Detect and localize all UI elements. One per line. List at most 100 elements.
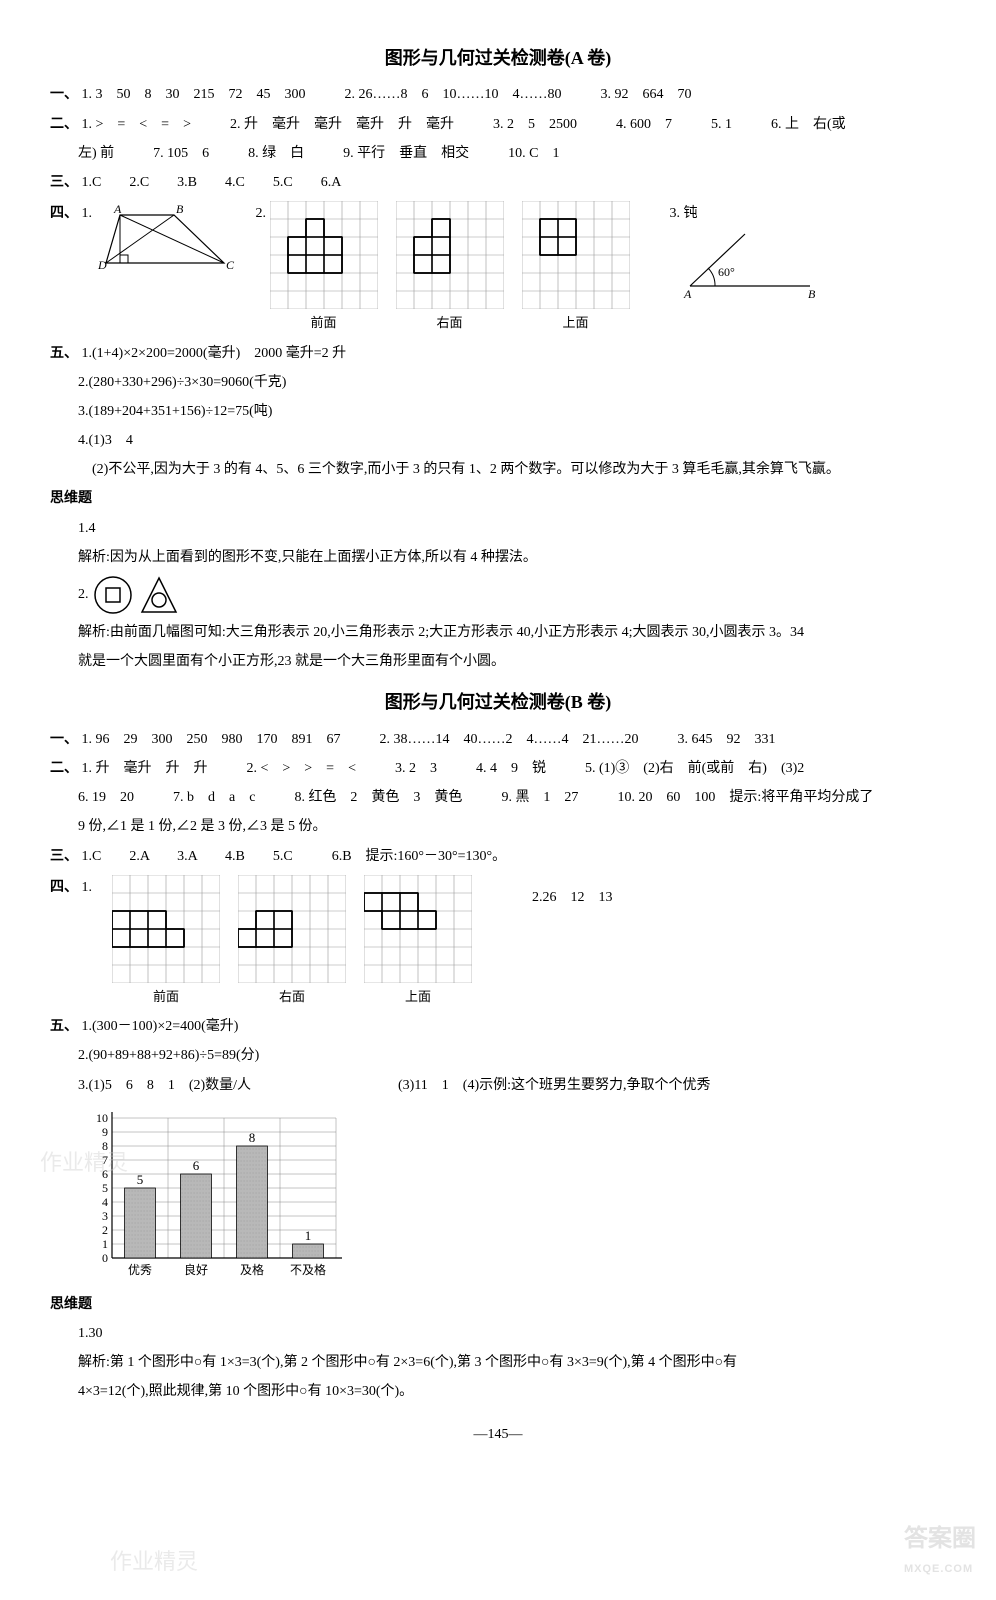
b-s2-q3-v: 2 3	[409, 761, 437, 776]
svg-text:及格: 及格	[240, 1262, 264, 1277]
a-s2-q7-label: 7.	[153, 146, 164, 161]
b-s5-label: 五、	[50, 1019, 78, 1034]
a-s5-label: 五、	[50, 346, 78, 361]
svg-text:3: 3	[102, 1209, 108, 1223]
a-s2-q1-label: 1.	[82, 117, 93, 132]
a-think-q1exp: 解析:因为从上面看到的图形不变,只能在上面摆小正方体,所以有 4 种摆法。	[50, 545, 946, 570]
b-s2-q9-v: 黑 1 27	[515, 790, 578, 805]
a-s2-q4-label: 4.	[616, 117, 627, 132]
b-s5-bar-chart: 0123456789105优秀6良好8及格1不及格	[78, 1098, 358, 1288]
a-s2-q10-v: C 1	[529, 146, 559, 161]
b-s2-q2-label: 2.	[247, 761, 258, 776]
a-s1-q1-label: 1.	[82, 87, 93, 102]
a-think-q2: 2.	[50, 574, 946, 616]
a-s2-q10-label: 10.	[508, 146, 526, 161]
b-s5-q1-text: 1.(300－100)×2=400(毫升)	[82, 1019, 239, 1034]
b-s1-q2-label: 2.	[380, 732, 391, 747]
a-s1-q1-v: 3 50 8 30 215 72 45 300	[96, 87, 306, 102]
b-s2-q5-text: (1)③ (2)右 前(或前 右) (3)2	[599, 761, 804, 776]
b-s4-label: 四、	[50, 880, 78, 895]
page-number: —145—	[50, 1422, 946, 1447]
svg-text:不及格: 不及格	[290, 1262, 326, 1277]
a-s2-line2: 左) 前 7. 105 6 8. 绿 白 9. 平行 垂直 相交 10. C 1	[50, 141, 946, 166]
b-s2-q10-label: 10.	[617, 790, 635, 805]
svg-text:9: 9	[102, 1125, 108, 1139]
a-s5-q4b: (2)不公平,因为大于 3 的有 4、5、6 三个数字,而小于 3 的只有 1、…	[50, 457, 946, 482]
a-s1-q2-label: 2.	[345, 87, 356, 102]
b-s1-label: 一、	[50, 732, 78, 747]
a-s5-q4a: 4.(1)3 4	[50, 428, 946, 453]
b-s3: 三、 1.C 2.A 3.A 4.B 5.C 6.B 提示:160°－30°=1…	[50, 844, 946, 869]
test-b-title: 图形与几何过关检测卷(B 卷)	[50, 686, 946, 718]
a-s1-label: 一、	[50, 87, 78, 102]
a-s4-q1-label: 1.	[82, 206, 93, 221]
a-s4-cap-front: 前面	[270, 311, 378, 334]
b-s2-q3-label: 3.	[395, 761, 406, 776]
b-s4-cap-right: 右面	[238, 985, 346, 1008]
b-s1: 一、 1. 96 29 300 250 980 170 891 67 2. 38…	[50, 727, 946, 752]
a-think-q2exp1: 解析:由前面几幅图可知:大三角形表示 20,小三角形表示 2;大正方形表示 40…	[50, 620, 946, 645]
a-s4-grid-top: 上面	[522, 201, 630, 334]
b-s2-q2-v: < > > = <	[261, 761, 356, 776]
a-s4-angle-diagram: 60° A B	[670, 226, 820, 301]
a-s2-q7-v: 105 6	[167, 146, 209, 161]
svg-text:4: 4	[102, 1195, 108, 1209]
a-think-q2exp2: 就是一个大圆里面有个小正方形,23 就是一个大三角形里面有个小圆。	[50, 649, 946, 674]
a-s2-q9-label: 9.	[343, 146, 354, 161]
a-s1-q3-v: 92 664 70	[615, 87, 692, 102]
b-s2-line2: 6. 19 20 7. b d a c 8. 红色 2 黄色 3 黄色 9. 黑…	[50, 785, 946, 810]
b-s1-q3-v: 645 92 331	[692, 732, 776, 747]
b-s2-q1-label: 1.	[82, 761, 93, 776]
watermark-2: 作业精灵	[110, 1542, 198, 1582]
b-s2-q6-label: 6.	[78, 790, 89, 805]
b-think-q1: 1.30	[50, 1321, 946, 1346]
b-s2-line1: 二、 1. 升 毫升 升 升 2. < > > = < 3. 2 3 4. 4 …	[50, 756, 946, 781]
b-s2-q4-v: 4 9 锐	[490, 761, 546, 776]
b-s4-grid-right: 右面	[238, 875, 346, 1008]
svg-text:0: 0	[102, 1251, 108, 1265]
b-s3-items: 1.C 2.A 3.A 4.B 5.C	[82, 849, 293, 864]
b-s4-grid-top: 上面	[364, 875, 472, 1008]
b-s3-label: 三、	[50, 849, 78, 864]
a-s1-q2-v: 26……8 6 10……10 4……80	[359, 87, 562, 102]
b-s2-q8-text: 红色 2 黄色 3 黄色	[308, 790, 462, 805]
b-s2-q8-label: 8.	[294, 790, 305, 805]
test-a-title: 图形与几何过关检测卷(A 卷)	[50, 42, 946, 74]
a-s4-q3-label: 3.	[670, 206, 681, 221]
svg-text:良好: 良好	[184, 1262, 208, 1277]
b-s4-q1-label: 1.	[82, 880, 93, 895]
b-s5-q3a: 3.(1)5 6 8 1 (2)数量/人	[78, 1073, 358, 1098]
a-s2-q5-label: 5.	[711, 117, 722, 132]
a-s2-q3-label: 3.	[493, 117, 504, 132]
a-s4-q2-label: 2.	[256, 206, 267, 221]
b-s5-q3: 3.(1)5 6 8 1 (2)数量/人 0123456789105优秀6良好8…	[50, 1073, 946, 1288]
a-s2-q6b: 左) 前	[78, 146, 114, 161]
a-s2-q3-v: 2 5 2500	[507, 117, 577, 132]
a-s2-label: 二、	[50, 117, 78, 132]
b-s3-q6: 6.B 提示:160°－30°=130°。	[332, 849, 506, 864]
a-s3-label: 三、	[50, 175, 78, 190]
b-s4-grid-front: 前面	[112, 875, 220, 1008]
svg-text:C: C	[226, 258, 235, 272]
a-s4-cap-right: 右面	[396, 311, 504, 334]
b-s2-q1-v: 升 毫升 升 升	[96, 761, 208, 776]
a-s2-q2-label: 2.	[230, 117, 241, 132]
svg-text:2: 2	[102, 1223, 108, 1237]
a-s5-q1-text: 1.(1+4)×2×200=2000(毫升) 2000 毫升=2 升	[82, 346, 347, 361]
a-s2-q5-v: 1	[725, 117, 732, 132]
svg-text:1: 1	[305, 1228, 312, 1243]
a-s2-q4-v: 600 7	[630, 117, 672, 132]
a-s5-q2: 2.(280+330+296)÷3×30=9060(千克)	[50, 370, 946, 395]
a-think-shape2-icon	[138, 574, 180, 616]
site-logo-text: 答案圈	[904, 1517, 976, 1560]
b-s2-q10b: 9 份,∠1 是 1 份,∠2 是 3 份,∠3 是 5 份。	[50, 814, 946, 839]
a-s3: 三、 1.C 2.C 3.B 4.C 5.C 6.A	[50, 170, 946, 195]
b-s4-q2: 2.26 12 13	[532, 875, 613, 910]
b-s2-q7-label: 7.	[173, 790, 184, 805]
a-s2-q2-v: 升 毫升 毫升 毫升 升 毫升	[244, 117, 454, 132]
svg-text:D: D	[97, 258, 107, 272]
a-s4-grid-right: 右面	[396, 201, 504, 334]
a-think-label: 思维题	[50, 486, 946, 511]
b-think-label: 思维题	[50, 1292, 946, 1317]
b-s2-label: 二、	[50, 761, 78, 776]
